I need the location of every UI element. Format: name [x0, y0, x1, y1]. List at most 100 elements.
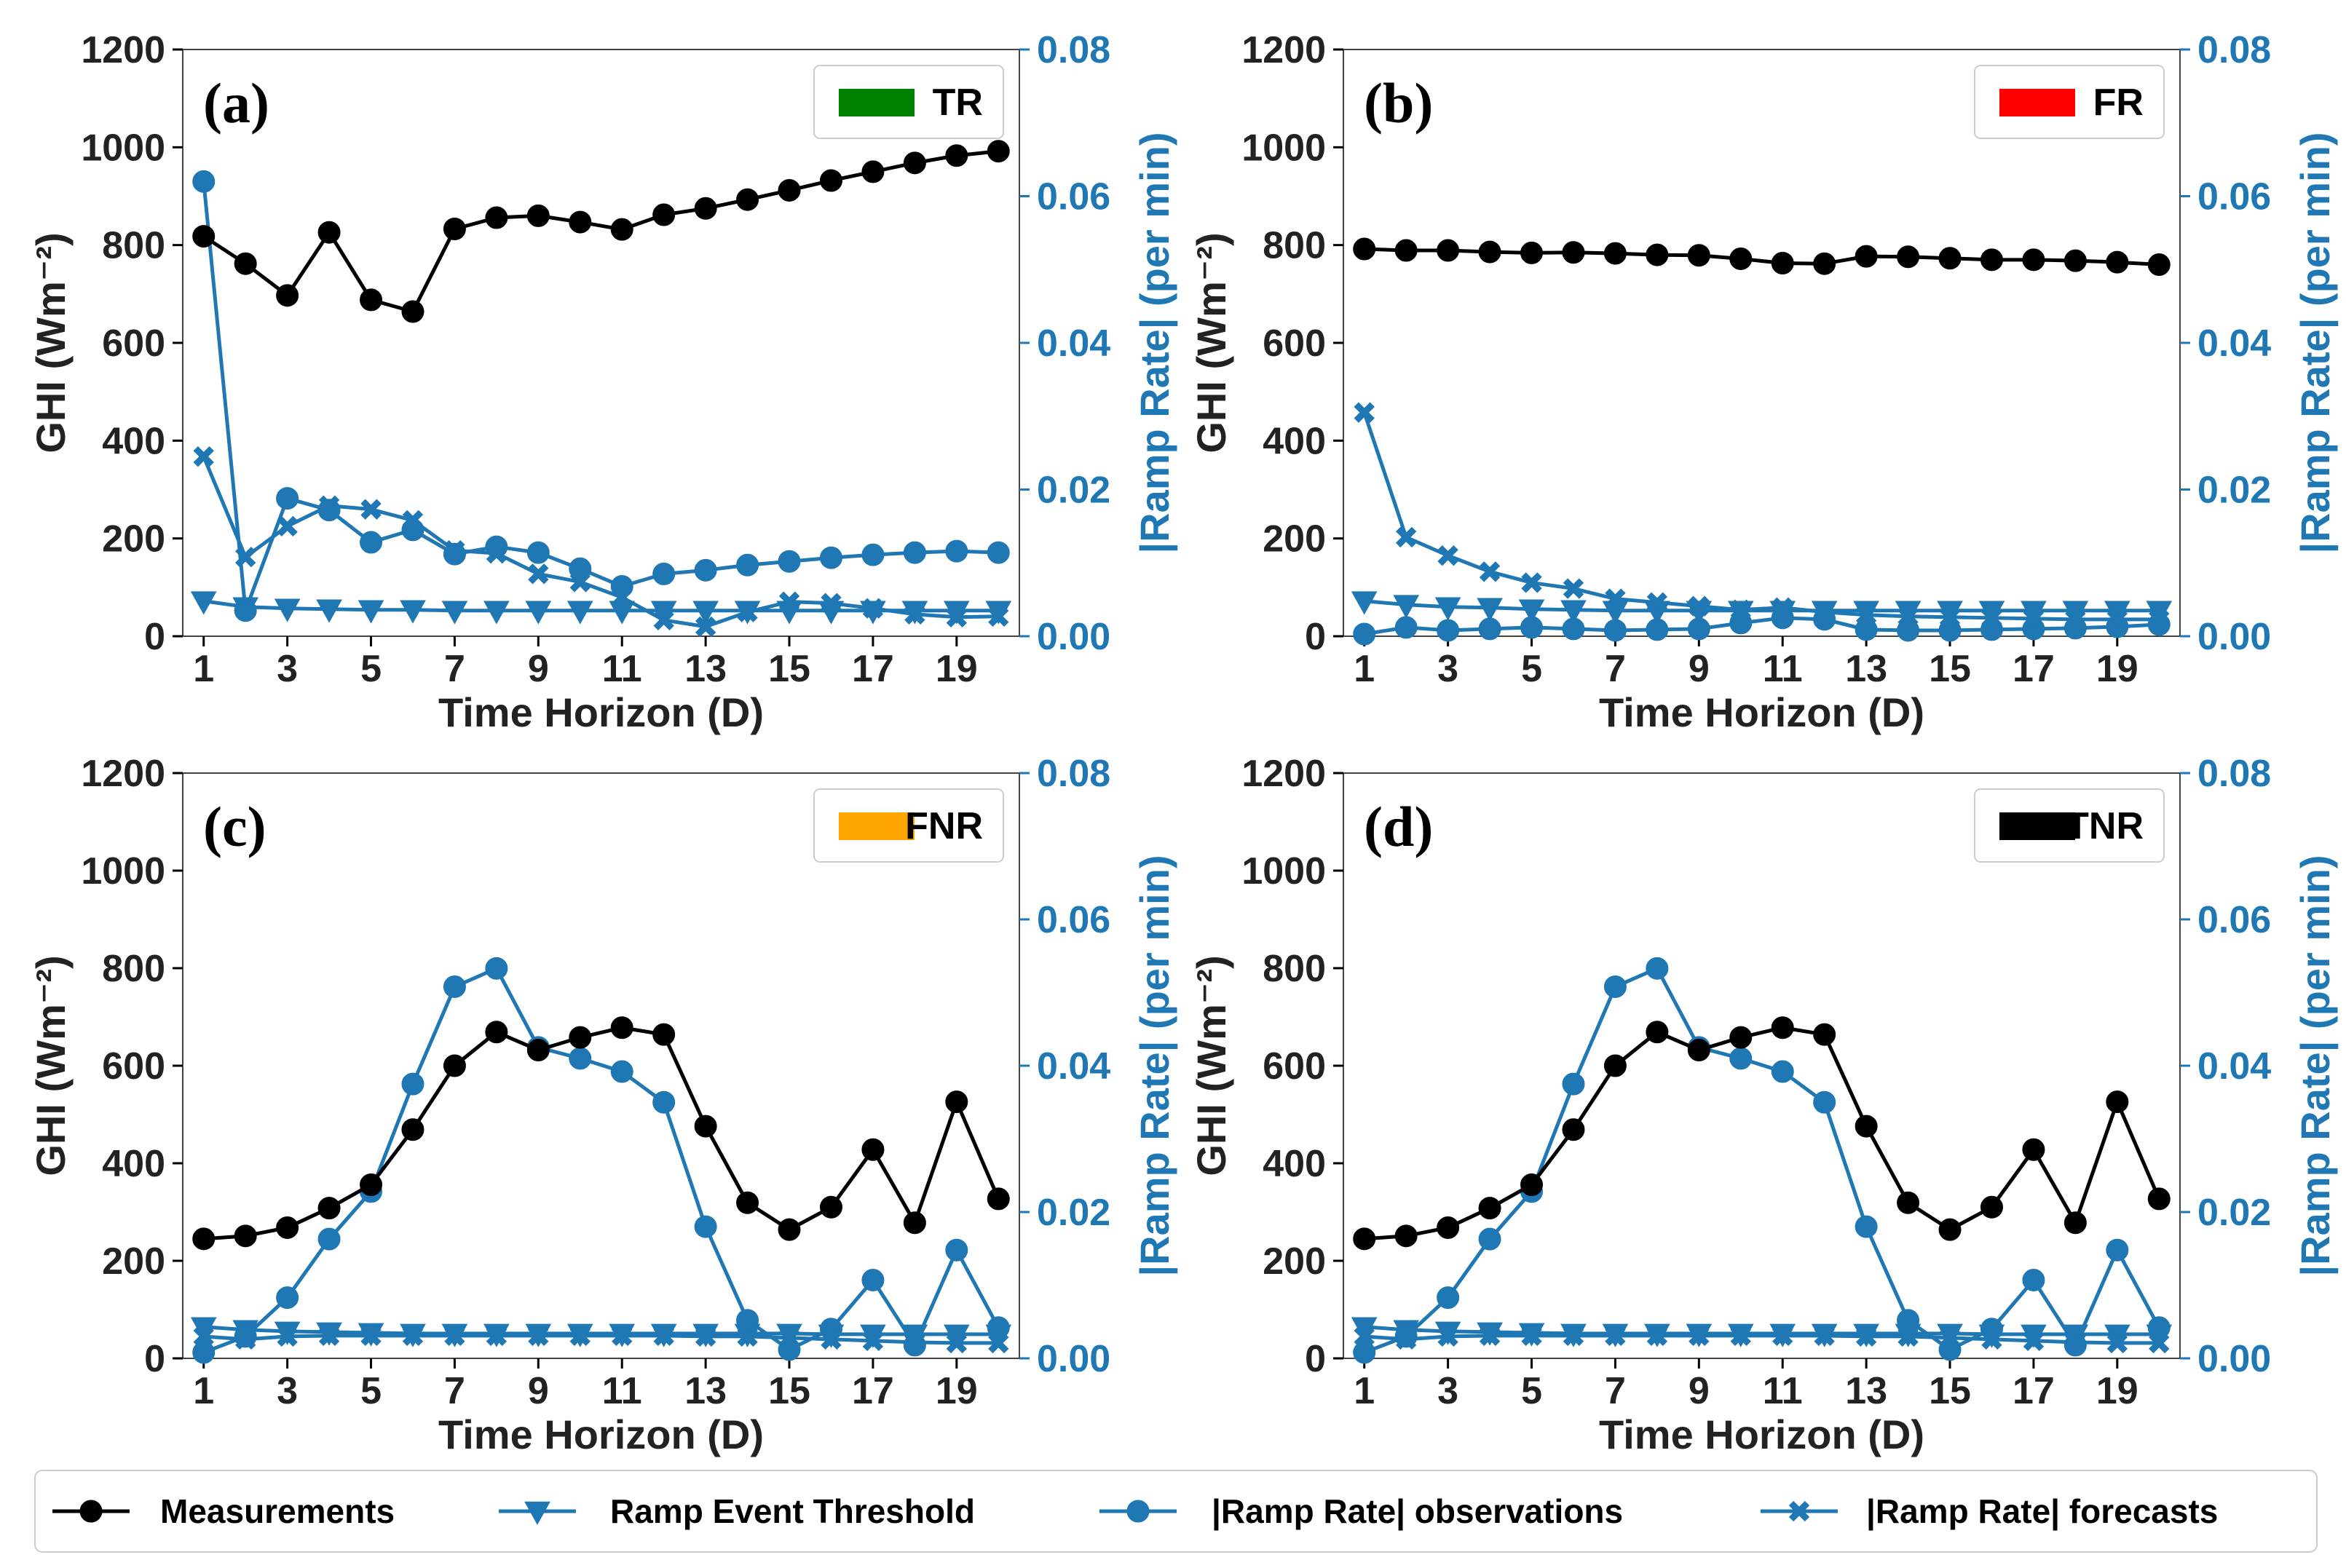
panel-a: 1 3 5 7 9 11 13 15 17 190200400600800100012000.00… [28, 29, 1178, 735]
y-tick-label: 600 [102, 322, 165, 365]
threshold-point [483, 601, 510, 625]
forecast-point [695, 1326, 716, 1347]
legend-label: |Ramp Rate| observations [1212, 1492, 1623, 1530]
observation-point [945, 1238, 968, 1262]
forecast-point [2106, 609, 2128, 630]
measurement-point [987, 140, 1010, 163]
series-line-forecast [203, 1334, 999, 1345]
y2-tick-label: 0.04 [2197, 322, 2271, 365]
measurement-point [1897, 1191, 1920, 1214]
y2-tick-label: 0.06 [1037, 899, 1110, 941]
forecast-point [569, 1325, 591, 1347]
x-tick-label: 15 [768, 1370, 810, 1412]
x-tick-label: 15 [1929, 648, 1971, 690]
observation-point [694, 558, 717, 582]
observation-point [694, 1215, 717, 1238]
y-tick-label: 1200 [1241, 753, 1326, 795]
measurement-point [652, 1023, 676, 1046]
y2-tick-label: 0.08 [2197, 753, 2271, 795]
observation-point [1520, 616, 1544, 639]
x-tick-label: 11 [602, 1370, 642, 1412]
measurement-point [1938, 1218, 1962, 1241]
observation-point [317, 1227, 341, 1251]
forecast-point [821, 593, 842, 614]
observation-point [276, 1286, 299, 1310]
y-tick-label: 800 [102, 225, 165, 267]
y2-tick-label: 0.02 [1037, 470, 1110, 512]
panel-label: (a) [203, 71, 269, 135]
forecast-point [360, 1325, 382, 1347]
y-tick-label: 0 [1305, 1338, 1326, 1380]
x-tick-label: 7 [444, 648, 465, 690]
x-tick-label: 19 [2096, 1370, 2138, 1412]
forecast-point [737, 1326, 758, 1347]
threshold-point [1477, 598, 1503, 622]
measurement-point [526, 204, 550, 227]
observation-point [1603, 975, 1627, 998]
y-tick-label: 400 [102, 1143, 165, 1185]
y-tick-label: 200 [1263, 1240, 1326, 1283]
forecast-point [1897, 606, 1919, 627]
forecast-point [862, 598, 884, 619]
observation-point [1478, 617, 1501, 641]
x-tick-label: 7 [1605, 1370, 1626, 1412]
forecast-point [778, 1327, 800, 1349]
y-tick-label: 1200 [81, 29, 165, 71]
forecast-point [1437, 1326, 1458, 1347]
y-tick-label: 800 [1263, 225, 1326, 267]
forecast-point [1605, 1325, 1626, 1347]
legend-item-4: |Ramp Rate| forecasts [1761, 1492, 2218, 1530]
panel-label: (d) [1364, 795, 1433, 858]
forecast-point [486, 1325, 507, 1347]
observation-point [1353, 1341, 1376, 1364]
threshold-point [400, 600, 426, 624]
y-tick-label: 1000 [81, 127, 165, 169]
measurement-point [401, 300, 424, 323]
observation-point [652, 1090, 676, 1114]
measurement-point [1353, 237, 1376, 261]
forecast-point [528, 563, 549, 585]
category-label: FNR [905, 805, 983, 847]
forecast-point [1981, 1329, 2002, 1350]
measurement-point [2106, 1090, 2129, 1114]
observation-point [192, 1341, 216, 1364]
forecast-point [528, 1325, 549, 1347]
forecast-point [318, 1325, 340, 1347]
x-tick-label: 1 [193, 648, 214, 690]
x-axis-label: Time Horizon (D) [1599, 689, 1924, 735]
observation-point [945, 539, 968, 563]
measurement-point [1603, 1054, 1627, 1077]
forecast-point [778, 591, 800, 612]
measurement-point [945, 1090, 968, 1114]
measurement-point [192, 225, 216, 248]
forecast-point [1354, 402, 1375, 423]
y2-axis-label: |Ramp Rate| (per min) [2292, 855, 2339, 1277]
observation-point [1687, 617, 1710, 641]
forecast-point [988, 1332, 1009, 1354]
y-axis-label: GHI (Wm⁻²) [28, 955, 74, 1176]
measurement-point [1437, 239, 1460, 262]
observation-point [652, 562, 676, 585]
measurement-point [1897, 245, 1920, 269]
y2-axis-label: |Ramp Rate| (per min) [2292, 132, 2339, 554]
forecast-point [1479, 1325, 1501, 1347]
category-swatch [1999, 89, 2075, 116]
x-tick-label: 17 [2013, 1370, 2055, 1412]
measurement-point [861, 160, 885, 183]
x-tick-label: 5 [1521, 648, 1542, 690]
observation-point [2106, 1238, 2129, 1262]
observation-point [1813, 1090, 1836, 1114]
measurement-point [317, 221, 341, 244]
measurement-point [694, 197, 717, 220]
x-axis-label: Time Horizon (D) [438, 1411, 764, 1457]
forecast-point [1354, 1326, 1375, 1347]
measurement-point [401, 1118, 424, 1141]
x-tick-label: 3 [277, 648, 298, 690]
forecast-point [1939, 606, 1961, 627]
forecast-point [569, 571, 591, 593]
measurement-point [1603, 242, 1627, 265]
measurement-point [276, 1216, 299, 1239]
y-tick-label: 0 [1305, 616, 1326, 658]
y-tick-label: 1000 [1241, 127, 1326, 169]
